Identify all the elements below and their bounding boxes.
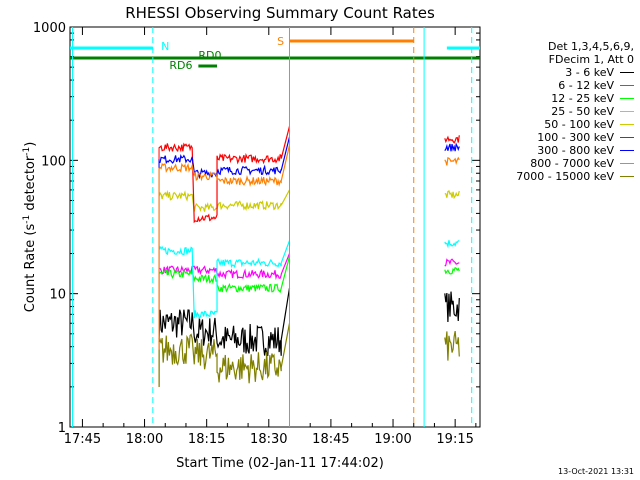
series-line: [158, 288, 291, 357]
chart-title: RHESSI Observing Summary Count Rates: [125, 4, 435, 22]
legend-swatch: [620, 124, 634, 125]
series-line-late: [444, 330, 460, 361]
x-tick-label: 18:00: [126, 432, 163, 447]
rd6-flag-label: RD6: [169, 59, 192, 72]
series-line-late: [444, 266, 460, 275]
series-line-late: [444, 240, 460, 249]
x-tick-label: 18:15: [188, 432, 225, 447]
y-tick-label: 100: [41, 154, 66, 169]
legend-item: 100 - 300 keV: [516, 131, 634, 144]
x-tick-label: 18:45: [312, 432, 349, 447]
y-tick-label: 1000: [33, 21, 66, 36]
rd0-flag-label: RD0: [198, 49, 221, 62]
series-line: [158, 136, 291, 180]
legend-item: 7000 - 15000 keV: [516, 170, 634, 183]
legend-item: 3 - 6 keV: [516, 66, 634, 79]
series-line: [158, 253, 291, 280]
y-axis-label: Count Rate (s-1 detector-1): [22, 142, 38, 313]
timestamp-footer: 13-Oct-2021 13:31: [558, 467, 634, 476]
legend-swatch: [620, 150, 634, 151]
x-tick-label: 18:30: [250, 432, 287, 447]
series-line-late: [444, 156, 460, 166]
saa-flag-label: S: [277, 35, 284, 48]
legend-label: 7000 - 15000 keV: [516, 170, 614, 183]
legend-item: 300 - 800 keV: [516, 144, 634, 157]
series-line-late: [444, 142, 460, 152]
legend-item: 6 - 12 keV: [516, 79, 634, 92]
legend-label: 3 - 6 keV: [565, 66, 614, 79]
legend-swatch: [620, 137, 634, 138]
legend-label: 300 - 800 keV: [537, 144, 614, 157]
legend-header-line-1: Det 1,3,4,5,6,9,: [547, 40, 634, 53]
legend-swatch: [620, 111, 634, 112]
legend-swatch: [620, 98, 634, 99]
legend-label: 25 - 50 keV: [551, 105, 614, 118]
series-line: [158, 323, 291, 384]
legend-item: 12 - 25 keV: [516, 92, 634, 105]
legend-label: 12 - 25 keV: [551, 92, 614, 105]
series-line: [158, 126, 291, 224]
legend-swatch: [620, 163, 634, 164]
x-tick-label: 19:15: [436, 432, 473, 447]
series-line: [158, 145, 291, 187]
legend-label: 6 - 12 keV: [558, 79, 614, 92]
legend-label: 50 - 100 keV: [544, 118, 614, 131]
y-tick-label: 10: [49, 288, 66, 303]
series-line: [158, 189, 291, 212]
plot-frame: [69, 26, 481, 428]
legend-item: 800 - 7000 keV: [516, 157, 634, 170]
night-flag-label: N: [161, 40, 169, 53]
x-axis-label: Start Time (02-Jan-11 17:44:02): [176, 456, 384, 471]
series-line: [158, 240, 291, 320]
series-line-late: [444, 291, 460, 322]
x-tick-label: 17:45: [64, 432, 101, 447]
legend: Det 1,3,4,5,6,9, FDecim 1, Att 0 3 - 6 k…: [516, 40, 634, 183]
legend-header-line-2: FDecim 1, Att 0: [548, 53, 634, 66]
series-line: [158, 256, 291, 294]
y-tick-label: 1: [58, 421, 66, 436]
legend-swatch: [620, 85, 634, 86]
series-line-late: [444, 190, 460, 200]
legend-label: 100 - 300 keV: [537, 131, 614, 144]
legend-swatch: [620, 72, 634, 73]
series-line-late: [444, 258, 460, 267]
x-tick-label: 19:00: [374, 432, 411, 447]
legend-swatch: [620, 176, 634, 177]
legend-item: 25 - 50 keV: [516, 105, 634, 118]
legend-label: 800 - 7000 keV: [530, 157, 614, 170]
legend-item: 50 - 100 keV: [516, 118, 634, 131]
series-line-late: [444, 135, 460, 144]
